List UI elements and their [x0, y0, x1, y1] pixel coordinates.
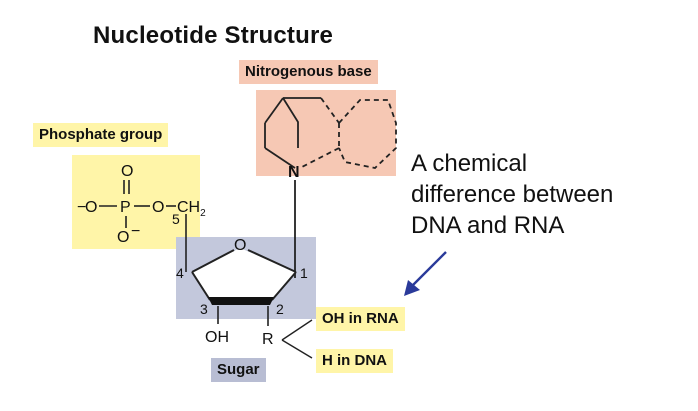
base-highlight-region [256, 90, 396, 176]
phosphate-o-top: O [121, 163, 133, 180]
phosphate-o-right: O [152, 199, 164, 216]
phosphate-p: P [120, 199, 131, 216]
c2-r-group: R [262, 331, 274, 348]
sugar-label: Sugar [211, 358, 266, 382]
phosphate-highlight-region [72, 155, 200, 249]
branch-to-h [281, 339, 313, 359]
phosphate-charge-bottom: − [131, 223, 140, 240]
chemical-difference-annotation: A chemical difference between DNA and RN… [411, 148, 613, 241]
base-rings [264, 97, 397, 169]
carbon-5-label: 5 [172, 211, 180, 227]
sugar-ring [191, 248, 297, 305]
nitrogenous-base-label: Nitrogenous base [239, 60, 378, 84]
phosphate-o-bottom: O [117, 229, 129, 246]
phosphate-group-label: Phosphate group [33, 123, 169, 147]
carbon-3-label: 3 [200, 301, 208, 317]
carbon-1-label: 1 [300, 265, 308, 281]
annotation-arrow [404, 251, 447, 296]
phosphate-o-left: O [85, 199, 97, 216]
ch2-group: CH2 [177, 199, 206, 219]
annotation-line-1: A chemical [411, 150, 528, 177]
ring-oxygen: O [234, 237, 246, 254]
carbon-4-label: 4 [176, 265, 184, 281]
annotation-line-3: DNA and RNA [411, 212, 565, 239]
annotation-line-2: difference between [411, 181, 614, 208]
page-title: Nucleotide Structure [93, 22, 334, 49]
base-nitrogen-atom: N [288, 164, 300, 181]
carbon-2-label: 2 [276, 301, 284, 317]
c3-hydroxyl: OH [205, 329, 229, 346]
phosphate-structure: O − O P O CH2 O − [77, 163, 206, 246]
branch-to-oh [281, 319, 313, 341]
oh-in-rna-label: OH in RNA [316, 307, 405, 331]
h-in-dna-label: H in DNA [316, 349, 393, 373]
phosphate-charge-left: − [77, 199, 86, 216]
